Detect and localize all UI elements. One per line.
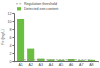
y-tick-mark	[13, 29, 15, 30]
x-tick: A6	[69, 61, 73, 67]
x-tick: A8	[89, 61, 93, 67]
y-tick-label: 12	[8, 12, 12, 16]
legend-label: Detected iron content	[24, 7, 58, 11]
y-axis-line	[13, 14, 15, 62]
y-tick-mark	[13, 61, 15, 62]
x-tick: A2	[28, 61, 32, 67]
legend-label: Regulation threshold	[24, 2, 57, 6]
legend-item: Detected iron content	[17, 7, 58, 11]
y-tick: 12	[8, 12, 15, 16]
bar	[17, 19, 24, 61]
x-tick-label: A8	[89, 63, 93, 67]
marks	[17, 19, 95, 61]
x-tick-label: A2	[28, 63, 32, 67]
y-tick-mark	[13, 45, 15, 46]
legend-item: Regulation threshold	[16, 2, 57, 6]
x-tick-label: A4	[49, 63, 53, 67]
y-tick-label: 10	[8, 20, 12, 24]
y-tick: 6	[10, 36, 15, 40]
x-tick: A1	[18, 61, 22, 67]
bar	[27, 49, 34, 61]
chart: 0 2 4 6 8 10 12 A1 A2 A3 A4 A5 A6 A7 A8 Fe (mg/L) Regula…	[0, 0, 100, 68]
y-tick-label: 8	[10, 28, 12, 32]
x-tick-label: A1	[18, 63, 22, 67]
x-tick: A3	[39, 61, 43, 67]
x-tick: A5	[59, 61, 63, 67]
x-tick-label: A6	[69, 63, 73, 67]
x-axis: A1 A2 A3 A4 A5 A6 A7 A8	[15, 61, 99, 67]
legend: Regulation thresholdDetected iron conten…	[16, 2, 58, 11]
bar-series	[17, 19, 95, 61]
y-tick-mark	[13, 13, 15, 14]
x-axis-line	[15, 61, 99, 63]
y-tick-label: 6	[10, 36, 12, 40]
x-tick-label: A5	[59, 63, 63, 67]
plot: 0 2 4 6 8 10 12 A1 A2 A3 A4 A5 A6 A7 A8	[8, 12, 99, 67]
y-tick-label: 2	[10, 52, 12, 56]
threshold-line	[21, 59, 92, 60]
y-tick-label: 0	[10, 60, 12, 64]
y-tick-label: 4	[10, 44, 12, 48]
x-tick: A7	[79, 61, 83, 67]
x-tick: A4	[49, 61, 53, 67]
y-tick-mark	[13, 53, 15, 54]
y-tick-mark	[13, 21, 15, 22]
y-tick: 8	[10, 28, 15, 32]
x-tick-label: A7	[79, 63, 83, 67]
y-tick: 10	[8, 20, 15, 24]
y-tick: 2	[10, 52, 15, 56]
y-axis-title: Fe (mg/L)	[1, 29, 5, 45]
x-tick-label: A3	[39, 63, 43, 67]
y-tick: 0	[10, 60, 15, 64]
legend-swatch	[17, 7, 21, 10]
y-tick-mark	[13, 37, 15, 38]
legend-swatch	[16, 3, 22, 4]
y-tick: 4	[10, 44, 15, 48]
y-axis: 0 2 4 6 8 10 12	[8, 12, 15, 64]
